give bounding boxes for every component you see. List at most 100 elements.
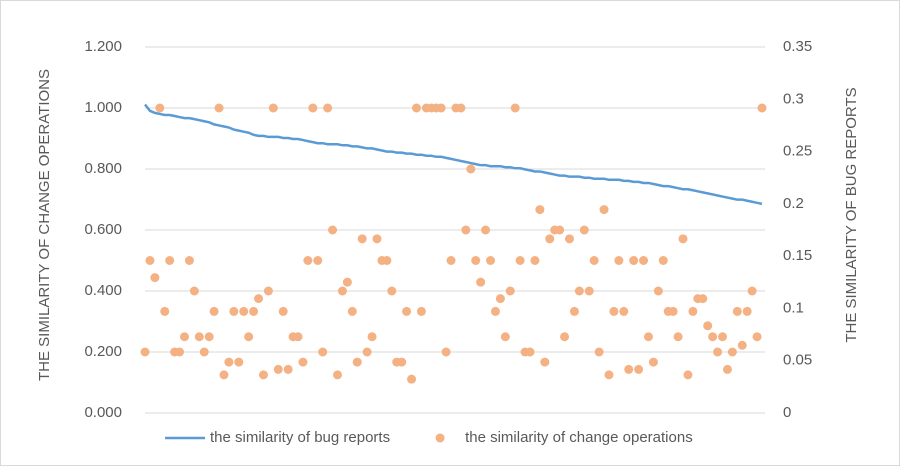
scatter-point — [258, 370, 268, 380]
scatter-point — [722, 364, 732, 374]
scatter-point — [189, 286, 199, 296]
y-tick-label: 0.000 — [84, 404, 122, 421]
scatter-point — [263, 286, 273, 296]
y2-tick-label: 0.15 — [783, 247, 812, 264]
scatter-point — [165, 256, 175, 265]
scatter-point — [397, 357, 407, 367]
scatter-point — [313, 256, 323, 265]
scatter-point — [619, 306, 629, 316]
scatter-point — [589, 256, 599, 265]
scatter-point — [560, 332, 570, 342]
legend-label: the similarity of bug reports — [210, 429, 390, 446]
scatter-point — [318, 347, 328, 357]
scatter-point — [362, 347, 372, 357]
y-tick-label: 1.200 — [84, 38, 122, 55]
scatter-point — [569, 306, 579, 316]
scatter-point — [703, 321, 713, 331]
scatter-point — [367, 332, 377, 342]
scatter-point — [402, 306, 412, 316]
y-tick-label: 1.000 — [84, 99, 122, 116]
scatter-point — [525, 347, 535, 357]
scatter-point — [604, 370, 614, 380]
scatter-point — [490, 306, 500, 316]
scatter-point — [609, 306, 619, 316]
y-tick-label: 0.600 — [84, 221, 122, 238]
scatter-point — [204, 332, 214, 342]
scatter-point — [184, 256, 194, 265]
scatter-point — [234, 357, 244, 367]
y-tick-label: 0.200 — [84, 343, 122, 360]
scatter-point — [614, 256, 624, 265]
scatter-point — [653, 286, 663, 296]
scatter-point — [416, 306, 426, 316]
scatter-point — [140, 347, 150, 357]
scatter-point — [273, 364, 283, 374]
scatter-point — [268, 103, 278, 113]
scatter-point — [347, 306, 357, 316]
scatter-point — [328, 225, 338, 235]
scatter-point — [752, 332, 762, 342]
scatter-point — [713, 347, 723, 357]
scatter-point — [214, 103, 224, 113]
y2-tick-label: 0 — [783, 404, 791, 421]
scatter-point — [352, 357, 362, 367]
y2-tick-label: 0.35 — [783, 38, 812, 55]
scatter-point — [308, 103, 318, 113]
scatter-point — [441, 347, 451, 357]
scatter-point — [337, 286, 347, 296]
scatter-point — [742, 306, 752, 316]
scatter-point — [239, 306, 249, 316]
scatter-point — [333, 370, 343, 380]
scatter-point — [461, 225, 471, 235]
scatter-point — [757, 103, 767, 113]
scatter-point — [476, 277, 486, 287]
scatter-point — [456, 103, 466, 113]
scatter-point — [708, 332, 718, 342]
scatter-point — [530, 256, 540, 265]
scatter-point — [584, 286, 594, 296]
y-tick-label: 0.400 — [84, 282, 122, 299]
scatter-point — [357, 234, 367, 244]
scatter-point — [678, 234, 688, 244]
scatter-point — [481, 225, 491, 235]
y-axis-title: THE SIMILARITY OF CHANGE OPERATIONS — [36, 69, 53, 381]
scatter-point — [535, 205, 545, 215]
scatter-point — [648, 357, 658, 367]
scatter-point — [382, 256, 392, 265]
scatter-point — [643, 332, 653, 342]
y2-tick-label: 0.1 — [783, 299, 804, 316]
scatter-point — [199, 347, 209, 357]
scatter-point — [145, 256, 155, 265]
scatter-point — [194, 332, 204, 342]
scatter-point — [727, 347, 737, 357]
scatter-point — [505, 286, 515, 296]
scatter-point — [224, 357, 234, 367]
scatter-point — [540, 357, 550, 367]
scatter-point — [599, 205, 609, 215]
scatter-point — [555, 225, 565, 235]
scatter-point — [495, 294, 505, 304]
scatter-point — [515, 256, 525, 265]
scatter-point — [298, 357, 308, 367]
scatter-point — [658, 256, 668, 265]
scatter-point — [564, 234, 574, 244]
scatter-point — [698, 294, 708, 304]
scatter-point — [219, 370, 229, 380]
scatter-point — [175, 347, 185, 357]
scatter-point — [407, 374, 417, 384]
scatter-point — [160, 306, 170, 316]
scatter-point — [229, 306, 239, 316]
scatter-point — [387, 286, 397, 296]
y2-tick-label: 0.05 — [783, 352, 812, 369]
scatter-point — [639, 256, 649, 265]
scatter-point — [278, 306, 288, 316]
scatter-point — [500, 332, 510, 342]
scatter-point — [150, 273, 160, 283]
scatter-point — [510, 103, 520, 113]
scatter-point — [411, 103, 421, 113]
legend-label: the similarity of change operations — [465, 429, 693, 446]
scatter-point — [303, 256, 313, 265]
scatter-point — [244, 332, 254, 342]
